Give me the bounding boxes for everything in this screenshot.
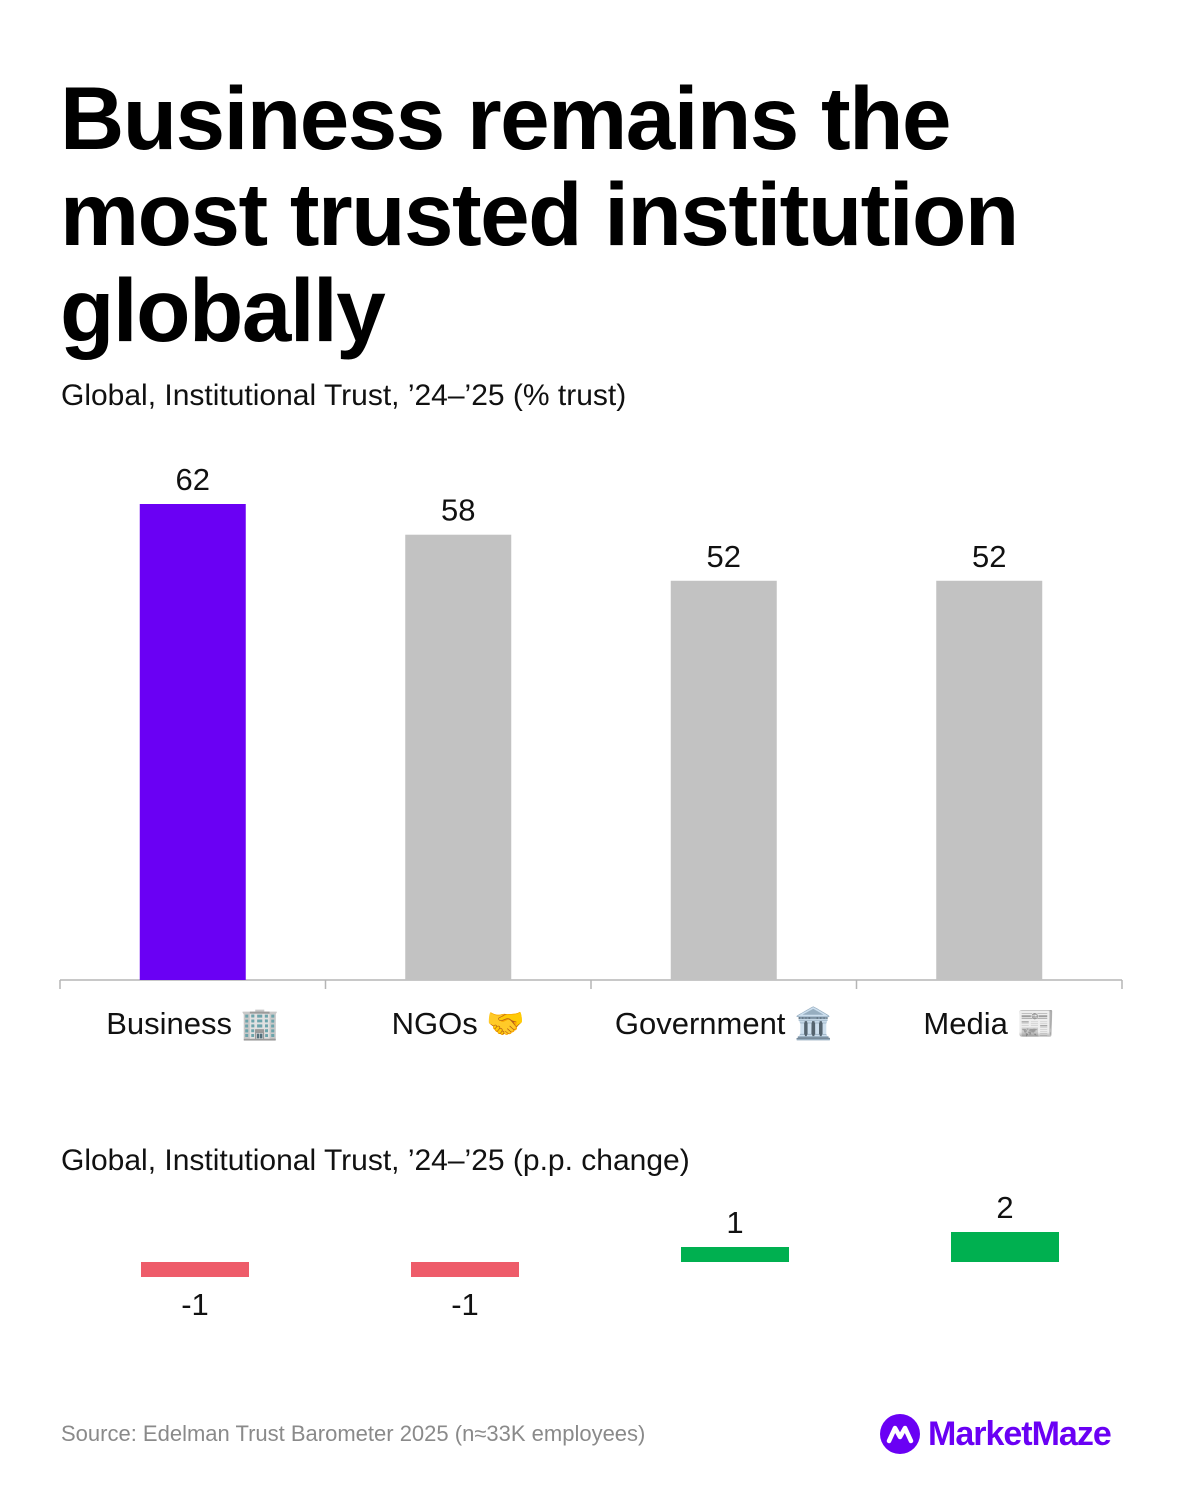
trust-chart-title: Global, Institutional Trust, ’24–’25 (% …: [61, 379, 627, 412]
change-bar: [681, 1247, 789, 1262]
trust-value-label: 62: [176, 462, 210, 497]
trust-value-label: 52: [707, 539, 741, 574]
trust-bar: [139, 504, 246, 980]
change-value-label: 1: [726, 1205, 743, 1240]
change-bar: [951, 1232, 1059, 1262]
source-note: Source: Edelman Trust Barometer 2025 (n≈…: [61, 1421, 646, 1446]
trust-bar: [936, 580, 1043, 980]
change-bar: [411, 1262, 519, 1277]
marketmaze-logo: MarketMaze: [880, 1412, 1112, 1456]
marketmaze-logo-icon: [880, 1414, 920, 1454]
page-title: Business remains the most trusted instit…: [60, 68, 1019, 360]
change-value-label: 2: [996, 1190, 1013, 1225]
logo-text: MarketMaze: [928, 1414, 1112, 1453]
change-value-label: -1: [451, 1287, 479, 1322]
trust-bar-chart: 62 Business 🏢 58 NGOs 🤝 52 Government 🏛️ 52 Med…: [59, 462, 1123, 1041]
change-bar: [141, 1262, 249, 1277]
change-chart-title: Global, Institutional Trust, ’24–’25 (p.…: [61, 1144, 690, 1177]
category-label: NGOs 🤝: [392, 1006, 525, 1041]
change-bar-chart: -1 -1 1 2: [141, 1190, 1059, 1322]
category-label: Government 🏛️: [615, 1005, 833, 1041]
category-label: Business 🏢: [106, 1006, 279, 1041]
trust-bar: [405, 534, 512, 980]
trust-bar: [670, 580, 777, 980]
category-label: Media 📰: [923, 1006, 1055, 1041]
change-value-label: -1: [181, 1287, 209, 1322]
trust-value-label: 58: [441, 493, 475, 528]
trust-value-label: 52: [972, 539, 1006, 574]
